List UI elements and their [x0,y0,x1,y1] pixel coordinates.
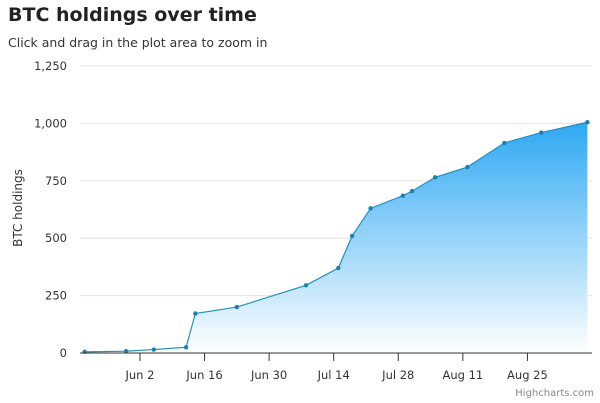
x-tick-label: Jun 30 [250,368,287,382]
data-point[interactable] [183,345,189,350]
y-tick-label: 750 [45,174,67,188]
data-point[interactable] [585,120,590,125]
x-tick-label: Jul 14 [317,368,350,382]
series-holdings[interactable] [82,120,590,355]
data-point[interactable] [336,265,341,271]
data-point[interactable] [193,311,198,316]
x-tick-label: Jun 2 [124,368,154,382]
y-tick-label: 250 [45,289,67,303]
x-tick-label: Jun 16 [185,368,222,382]
data-point[interactable] [368,206,373,211]
data-point[interactable] [400,193,406,198]
data-point[interactable] [502,140,507,146]
data-point[interactable] [409,188,415,194]
credits-link[interactable]: Highcharts.com [515,388,594,399]
y-tick-label: 1,250 [34,59,67,73]
x-tick-label: Aug 11 [442,368,483,382]
data-point[interactable] [349,233,355,239]
data-point[interactable] [151,347,157,352]
chart-subtitle: Click and drag in the plot area to zoom … [8,35,268,50]
data-point[interactable] [465,164,470,170]
data-point[interactable] [234,304,240,310]
y-tick-label: 0 [60,346,67,360]
data-point[interactable] [123,348,129,354]
data-point[interactable] [432,175,438,180]
y-tick-label: 500 [45,231,67,245]
x-tick-label: Aug 25 [507,368,548,382]
y-tick-label: 1,000 [34,116,67,130]
series-area-fill [84,122,588,353]
y-axis-title: BTC holdings [11,169,25,247]
data-point[interactable] [303,283,309,288]
chart-title: BTC holdings over time [8,4,257,26]
y-axis-tick-labels: 0 250 500 750 1,000 1,250 [34,59,67,360]
x-tick-label: Jul 28 [381,368,414,382]
data-point[interactable] [539,130,544,135]
x-axis: Jun 2 Jun 16 Jun 30 Jul 14 Jul 28 Aug 11 Aug 2… [80,352,592,382]
